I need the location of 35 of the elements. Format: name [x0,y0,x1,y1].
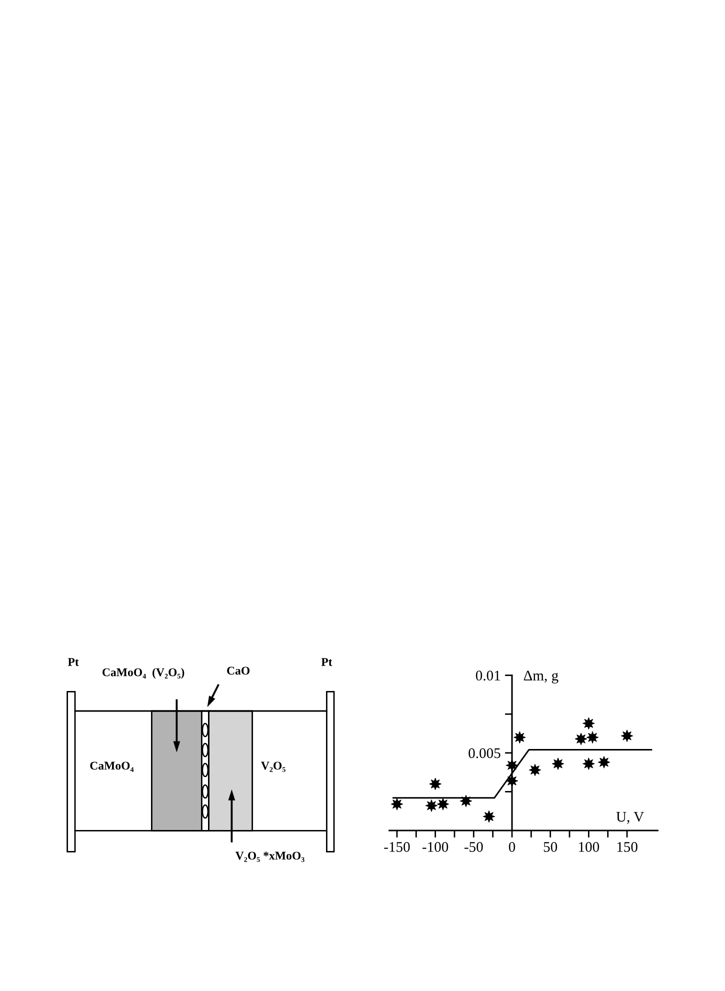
text: CaMoO₄ [90,762,134,772]
point [598,756,610,768]
x-axis-title: U, V [616,812,644,824]
y-tick-label: 0.01 [476,670,500,681]
point [620,730,634,742]
point [482,810,496,823]
point [425,800,438,812]
point [552,758,564,770]
point [506,774,518,787]
x-tick-label: 150 [617,842,638,852]
point [586,731,599,744]
text: CaO [227,666,250,675]
x-tick-label: -100 [422,842,448,852]
x-tick-label: 100 [579,842,600,852]
text: V₂O₅ [261,762,286,772]
text: Pt [68,658,79,666]
text: CaMoO₄ (V₂O₅) [102,668,184,679]
point [436,798,450,810]
point [429,778,442,790]
point [582,758,595,770]
y-tick-label: 0.005 [468,748,500,758]
x-tick-label: 0 [508,842,516,852]
x-tick-label: -50 [464,842,483,852]
point [528,764,542,776]
point [390,798,404,810]
point [506,759,518,772]
y-axis-title: Δm, g [524,670,558,684]
text: Pt [321,658,332,666]
point [460,794,472,808]
text: V₂O₅ *xMoO₃ [235,852,304,862]
x-tick-label: -150 [384,842,410,852]
point [514,731,526,744]
x-tick-label: 50 [544,842,558,852]
point [582,717,595,730]
point [574,732,588,746]
